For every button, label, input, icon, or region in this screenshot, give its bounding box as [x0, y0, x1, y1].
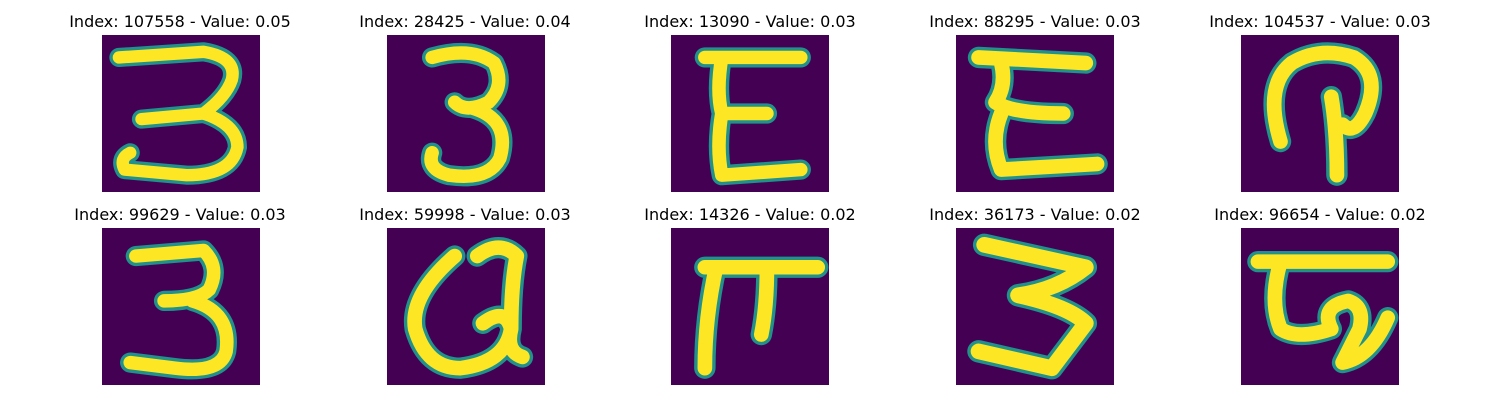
panel-title: Index: 59998 - Value: 0.03 [359, 205, 571, 224]
panel-title: Index: 13090 - Value: 0.03 [644, 12, 856, 31]
digit-image [387, 228, 545, 385]
panel-title: Index: 14326 - Value: 0.02 [644, 205, 856, 224]
digit-image [1241, 35, 1399, 192]
panel-title: Index: 88295 - Value: 0.03 [929, 12, 1141, 31]
digit-image [1241, 228, 1399, 385]
panel-title: Index: 28425 - Value: 0.04 [359, 12, 571, 31]
digit-image [102, 35, 260, 192]
digit-image [956, 228, 1114, 385]
panel-title: Index: 99629 - Value: 0.03 [74, 205, 286, 224]
panel-title: Index: 96654 - Value: 0.02 [1214, 205, 1426, 224]
digit-image [956, 35, 1114, 192]
panel-title: Index: 107558 - Value: 0.05 [69, 12, 291, 31]
digit-image [671, 35, 829, 192]
digit-image [671, 228, 829, 385]
panel-title: Index: 36173 - Value: 0.02 [929, 205, 1141, 224]
panel-title: Index: 104537 - Value: 0.03 [1209, 12, 1431, 31]
digit-image [387, 35, 545, 192]
digit-image [102, 228, 260, 385]
